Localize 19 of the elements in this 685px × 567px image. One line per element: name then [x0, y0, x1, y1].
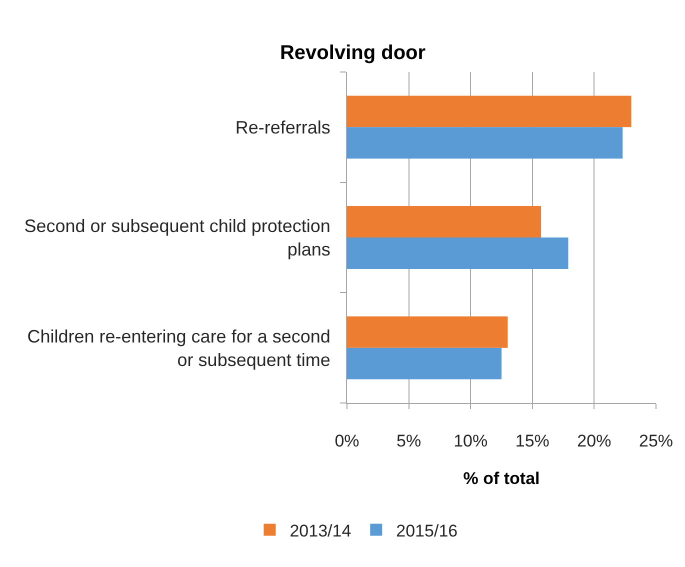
legend-label: 2015/16: [396, 521, 458, 540]
x-tick-label: 5%: [396, 431, 422, 450]
bar: [347, 127, 623, 159]
x-tick-label: 10%: [454, 431, 488, 450]
bar: [347, 316, 508, 348]
x-tick-label: 25%: [638, 431, 674, 450]
x-axis-title: % of total: [463, 468, 540, 488]
y-tick-label: Second or subsequent child protection plans: [24, 216, 330, 260]
bar: [347, 96, 632, 128]
x-tick-label: 20%: [577, 431, 612, 450]
x-tick-label: 0%: [334, 431, 360, 450]
y-tick-label: Children re-entering care for a second or subsequent time: [27, 326, 330, 370]
bar: [347, 348, 502, 380]
bar: [347, 206, 542, 238]
y-tick-label: Re-referrals: [235, 117, 330, 138]
legend-label: 2013/14: [290, 521, 352, 540]
chart-title: Revolving door: [280, 42, 426, 64]
bar: [347, 238, 568, 269]
x-tick-label: 15%: [515, 431, 550, 450]
